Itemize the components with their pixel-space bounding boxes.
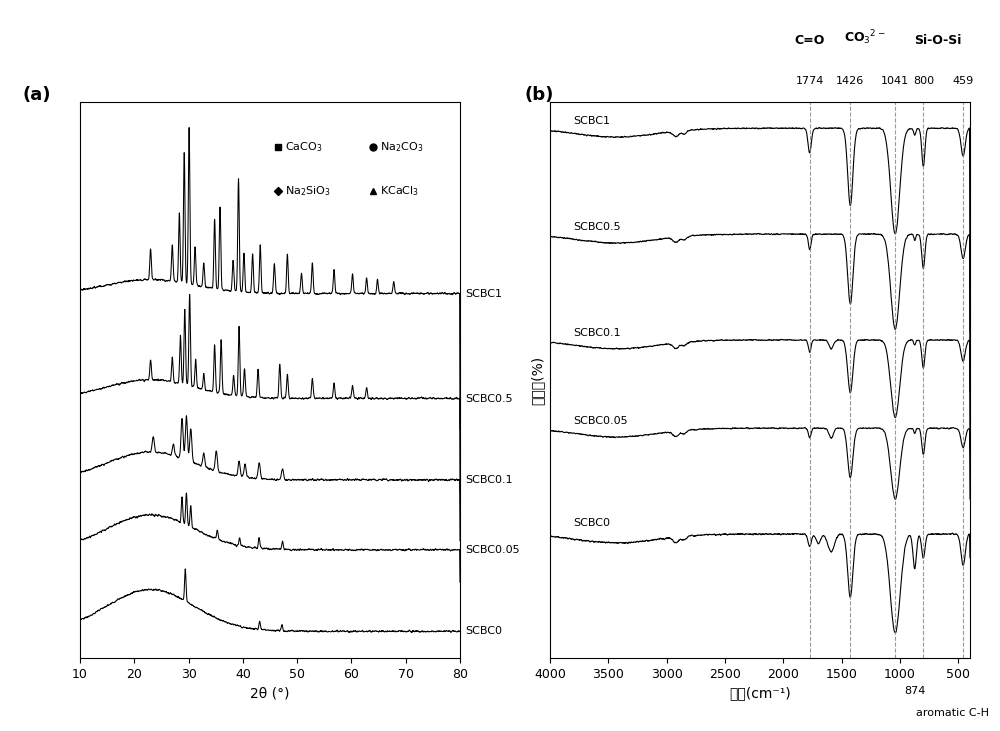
- Text: CO$_3$$^{2-}$: CO$_3$$^{2-}$: [844, 28, 886, 47]
- Text: Si-O-Si: Si-O-Si: [914, 34, 961, 47]
- Text: SCBC0.05: SCBC0.05: [573, 416, 628, 426]
- Text: Na$_2$CO$_3$: Na$_2$CO$_3$: [380, 140, 424, 154]
- Text: 1774: 1774: [796, 76, 824, 86]
- Y-axis label: 透射率(%): 透射率(%): [530, 355, 544, 405]
- Text: SCBC1: SCBC1: [573, 116, 610, 126]
- X-axis label: 波数(cm⁻¹): 波数(cm⁻¹): [729, 686, 791, 700]
- Text: 459: 459: [952, 76, 974, 86]
- Text: CaCO$_3$: CaCO$_3$: [285, 140, 323, 154]
- Text: 800: 800: [913, 76, 934, 86]
- Text: SCBC0: SCBC0: [465, 626, 502, 637]
- Text: 874: 874: [904, 686, 925, 696]
- Text: (b): (b): [525, 86, 554, 104]
- Text: C=O: C=O: [795, 34, 825, 47]
- Text: aromatic C-H: aromatic C-H: [916, 708, 989, 718]
- X-axis label: 2θ (°): 2θ (°): [250, 686, 290, 700]
- Text: SCBC0.05: SCBC0.05: [465, 545, 520, 555]
- Text: SCBC0.1: SCBC0.1: [465, 475, 513, 485]
- Text: 1041: 1041: [881, 76, 909, 86]
- Text: 1426: 1426: [836, 76, 864, 86]
- Text: SCBC0.1: SCBC0.1: [573, 328, 621, 338]
- Text: SCBC0.5: SCBC0.5: [465, 394, 513, 404]
- Text: SCBC0.5: SCBC0.5: [573, 222, 621, 232]
- Text: KCaCl$_3$: KCaCl$_3$: [380, 184, 419, 198]
- Text: Na$_2$SiO$_3$: Na$_2$SiO$_3$: [285, 184, 331, 198]
- Text: (a): (a): [23, 86, 52, 104]
- Text: SCBC0: SCBC0: [573, 518, 610, 529]
- Text: SCBC1: SCBC1: [465, 289, 502, 300]
